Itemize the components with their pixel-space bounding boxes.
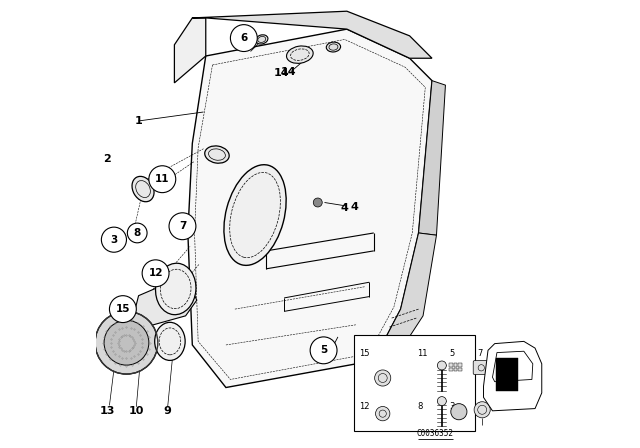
- Text: 15: 15: [359, 349, 369, 358]
- Polygon shape: [374, 233, 436, 367]
- Circle shape: [104, 320, 149, 365]
- Circle shape: [230, 25, 257, 52]
- Text: 2: 2: [103, 154, 111, 164]
- Circle shape: [314, 198, 323, 207]
- Ellipse shape: [155, 323, 185, 360]
- Polygon shape: [484, 341, 541, 411]
- Circle shape: [376, 406, 390, 421]
- Circle shape: [149, 166, 176, 193]
- Text: 6: 6: [240, 33, 248, 43]
- Text: 9: 9: [164, 406, 172, 416]
- Text: 11: 11: [155, 174, 170, 184]
- Text: 15: 15: [116, 304, 130, 314]
- Circle shape: [127, 223, 147, 243]
- Text: 3: 3: [110, 235, 118, 245]
- Text: C0036352: C0036352: [416, 429, 453, 438]
- Text: 3: 3: [449, 402, 454, 411]
- Bar: [449, 363, 452, 367]
- Circle shape: [451, 404, 467, 420]
- Polygon shape: [419, 81, 445, 235]
- Text: 4: 4: [340, 203, 349, 213]
- Bar: [458, 368, 461, 371]
- Text: 10: 10: [129, 406, 144, 416]
- Ellipse shape: [128, 228, 138, 241]
- Ellipse shape: [255, 35, 268, 44]
- Circle shape: [437, 361, 446, 370]
- Text: 1: 1: [134, 116, 143, 126]
- Bar: [496, 358, 518, 391]
- Circle shape: [310, 337, 337, 364]
- Ellipse shape: [326, 42, 340, 52]
- Bar: [454, 363, 457, 367]
- Circle shape: [95, 311, 158, 374]
- Circle shape: [101, 227, 127, 252]
- Circle shape: [109, 296, 136, 323]
- Circle shape: [103, 228, 125, 251]
- Text: 7: 7: [477, 349, 482, 358]
- Text: 5: 5: [320, 345, 327, 355]
- Text: 8: 8: [134, 228, 141, 238]
- Ellipse shape: [156, 263, 196, 314]
- Text: 13: 13: [99, 406, 115, 416]
- Ellipse shape: [132, 177, 154, 202]
- Polygon shape: [192, 11, 432, 58]
- Ellipse shape: [205, 146, 229, 163]
- Bar: [458, 363, 461, 367]
- Polygon shape: [174, 18, 206, 83]
- Text: 12: 12: [148, 268, 163, 278]
- Circle shape: [374, 370, 391, 386]
- Text: 6: 6: [477, 402, 482, 411]
- Text: 11: 11: [417, 349, 428, 358]
- Text: 4: 4: [351, 202, 358, 212]
- Polygon shape: [493, 351, 533, 382]
- Text: 14: 14: [281, 67, 296, 77]
- Text: 7: 7: [179, 221, 186, 231]
- Ellipse shape: [287, 46, 313, 63]
- FancyBboxPatch shape: [473, 361, 490, 375]
- Text: 14: 14: [274, 68, 289, 78]
- Polygon shape: [134, 276, 197, 327]
- Bar: [353, 335, 474, 431]
- Text: 12: 12: [359, 402, 369, 411]
- Text: 5: 5: [449, 349, 454, 358]
- Circle shape: [142, 260, 169, 287]
- Bar: [454, 368, 457, 371]
- Text: 8: 8: [417, 402, 422, 411]
- Bar: [449, 368, 452, 371]
- Ellipse shape: [224, 165, 286, 265]
- Circle shape: [169, 213, 196, 240]
- Polygon shape: [188, 29, 432, 388]
- Circle shape: [437, 396, 446, 405]
- Circle shape: [474, 402, 490, 418]
